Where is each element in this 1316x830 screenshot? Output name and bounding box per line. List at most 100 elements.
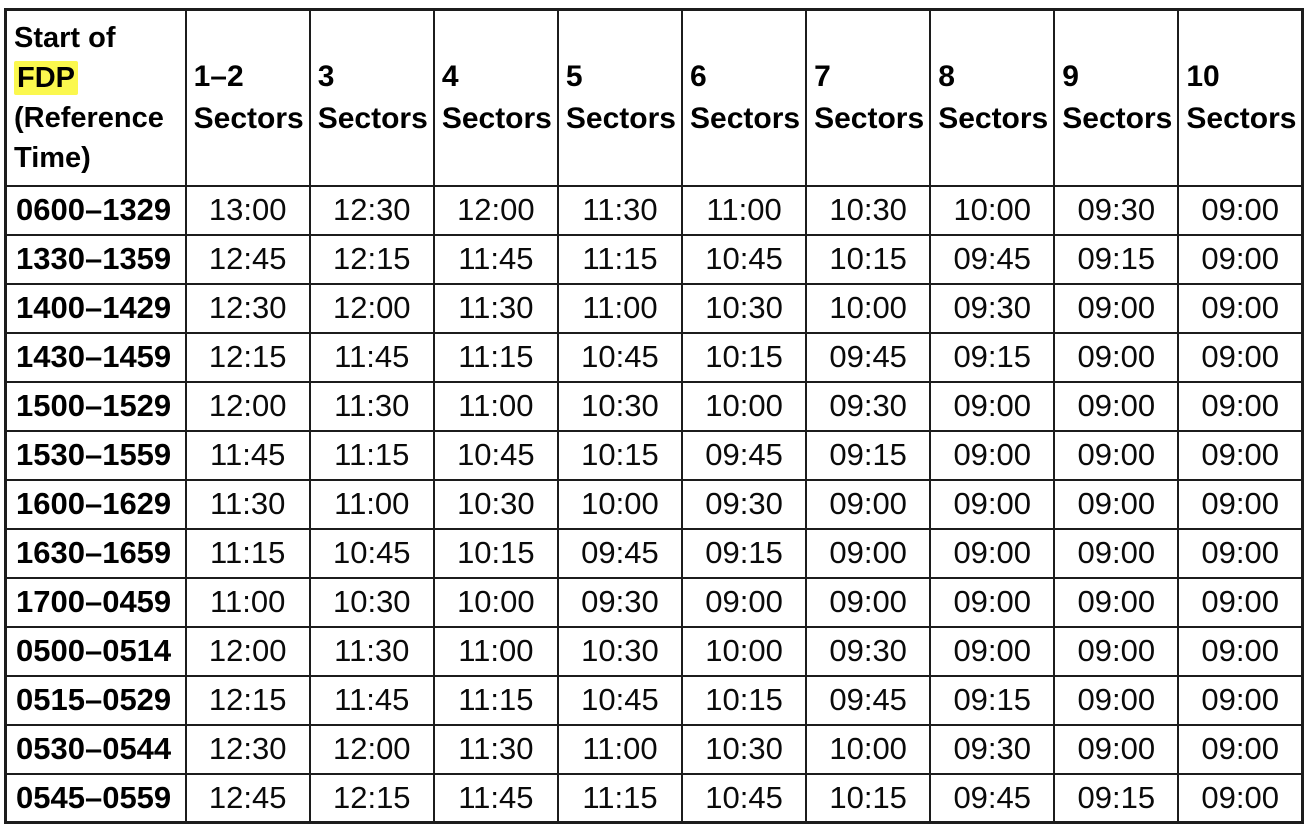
fdp-value-cell: 09:00: [1177, 233, 1304, 285]
fdp-value-cell: 12:00: [184, 625, 311, 677]
fdp-value-cell: 10:15: [680, 331, 808, 383]
fdp-value-cell: 09:00: [929, 576, 1056, 628]
fdp-value-cell: 09:00: [929, 429, 1056, 481]
fdp-value-cell: 12:15: [184, 674, 311, 726]
fdp-value-cell: 11:15: [432, 674, 559, 726]
header-cell-sectors-1-2: 1–2 Sectors: [184, 8, 311, 187]
fdp-value-cell: 11:45: [432, 233, 559, 285]
fdp-value-cell: 10:45: [556, 674, 684, 726]
fdp-value-cell: 12:30: [184, 723, 311, 775]
row-label-reference-time: 0500–0514: [4, 625, 187, 677]
row-label-reference-time: 1700–0459: [4, 576, 187, 628]
fdp-value-cell: 10:30: [680, 723, 808, 775]
fdp-value-cell: 09:30: [805, 380, 932, 432]
row-label-reference-time: 1330–1359: [4, 233, 187, 285]
fdp-value-cell: 11:00: [680, 184, 808, 236]
fdp-value-cell: 11:00: [556, 282, 684, 334]
fdp-value-cell: 09:45: [929, 233, 1056, 285]
header-cell-sectors-9: 9 Sectors: [1053, 8, 1180, 187]
header-cell-sectors-3: 3 Sectors: [308, 8, 435, 187]
row-label-reference-time: 0545–0559: [4, 772, 187, 824]
fdp-value-cell: 10:00: [556, 478, 684, 530]
fdp-value-cell: 09:30: [929, 282, 1056, 334]
fdp-value-cell: 10:15: [680, 674, 808, 726]
fdp-value-cell: 09:00: [680, 576, 808, 628]
fdp-value-cell: 09:00: [1053, 527, 1180, 579]
fdp-value-cell: 11:00: [308, 478, 435, 530]
fdp-value-cell: 09:15: [929, 331, 1056, 383]
fdp-value-cell: 09:00: [1177, 527, 1304, 579]
table-header: Start of FDP (Reference Time) 1–2 Sector…: [4, 8, 1304, 187]
fdp-value-cell: 12:15: [184, 331, 311, 383]
table-row: 0600–1329 13:00 12:30 12:00 11:30 11:00 10:30 1…: [4, 184, 1304, 236]
row-label-reference-time: 0530–0544: [4, 723, 187, 775]
fdp-value-cell: 09:45: [929, 772, 1056, 824]
fdp-value-cell: 09:00: [1177, 429, 1304, 481]
fdp-value-cell: 12:00: [184, 380, 311, 432]
fdp-value-cell: 11:45: [432, 772, 559, 824]
fdp-value-cell: 10:00: [680, 625, 808, 677]
fdp-value-cell: 12:15: [308, 772, 435, 824]
header-cell-sectors-4: 4 Sectors: [432, 8, 559, 187]
fdp-value-cell: 09:00: [929, 478, 1056, 530]
fdp-value-cell: 10:45: [432, 429, 559, 481]
fdp-value-cell: 09:30: [929, 723, 1056, 775]
table-row: 1330–1359 12:45 12:15 11:45 11:15 10:45 10:15 0…: [4, 233, 1304, 285]
fdp-value-cell: 10:00: [432, 576, 559, 628]
fdp-value-cell: 09:00: [1053, 674, 1180, 726]
fdp-value-cell: 11:30: [556, 184, 684, 236]
header-start-prefix: Start of: [14, 21, 116, 54]
row-label-reference-time: 0515–0529: [4, 674, 187, 726]
fdp-value-cell: 10:30: [805, 184, 932, 236]
table-row: 1500–1529 12:00 11:30 11:00 10:30 10:00 09:30 0…: [4, 380, 1304, 432]
fdp-value-cell: 09:00: [1053, 478, 1180, 530]
fdp-value-cell: 10:45: [680, 772, 808, 824]
fdp-limits-table: Start of FDP (Reference Time) 1–2 Sector…: [4, 8, 1304, 824]
fdp-value-cell: 09:00: [929, 380, 1056, 432]
fdp-value-cell: 09:30: [680, 478, 808, 530]
fdp-value-cell: 12:00: [308, 282, 435, 334]
fdp-value-cell: 12:30: [308, 184, 435, 236]
fdp-value-cell: 11:15: [184, 527, 311, 579]
fdp-value-cell: 11:15: [308, 429, 435, 481]
fdp-value-cell: 11:00: [432, 625, 559, 677]
fdp-value-cell: 10:30: [556, 625, 684, 677]
fdp-value-cell: 11:30: [308, 380, 435, 432]
fdp-value-cell: 09:00: [1053, 380, 1180, 432]
row-label-reference-time: 0600–1329: [4, 184, 187, 236]
fdp-value-cell: 09:45: [805, 331, 932, 383]
table-row: 1530–1559 11:45 11:15 10:45 10:15 09:45 09:15 0…: [4, 429, 1304, 481]
fdp-value-cell: 12:15: [308, 233, 435, 285]
fdp-value-cell: 09:30: [805, 625, 932, 677]
fdp-value-cell: 10:45: [308, 527, 435, 579]
fdp-value-cell: 10:15: [432, 527, 559, 579]
fdp-value-cell: 09:00: [805, 527, 932, 579]
fdp-value-cell: 12:00: [308, 723, 435, 775]
fdp-value-cell: 13:00: [184, 184, 311, 236]
fdp-value-cell: 11:15: [432, 331, 559, 383]
fdp-value-cell: 10:00: [680, 380, 808, 432]
fdp-value-cell: 11:15: [556, 772, 684, 824]
table-row: 1430–1459 12:15 11:45 11:15 10:45 10:15 09:45 0…: [4, 331, 1304, 383]
fdp-value-cell: 11:00: [556, 723, 684, 775]
fdp-value-cell: 09:45: [556, 527, 684, 579]
fdp-value-cell: 09:00: [929, 625, 1056, 677]
header-cell-sectors-6: 6 Sectors: [680, 8, 808, 187]
fdp-value-cell: 09:00: [805, 478, 932, 530]
fdp-value-cell: 09:00: [1177, 380, 1304, 432]
table-row: 1400–1429 12:30 12:00 11:30 11:00 10:30 10:00 0…: [4, 282, 1304, 334]
fdp-value-cell: 09:00: [1053, 625, 1180, 677]
fdp-value-cell: 09:00: [1177, 625, 1304, 677]
fdp-value-cell: 10:30: [432, 478, 559, 530]
fdp-value-cell: 09:15: [1053, 233, 1180, 285]
fdp-value-cell: 10:15: [556, 429, 684, 481]
fdp-value-cell: 09:45: [805, 674, 932, 726]
fdp-value-cell: 11:00: [432, 380, 559, 432]
fdp-value-cell: 12:45: [184, 772, 311, 824]
table-row: 1600–1629 11:30 11:00 10:30 10:00 09:30 09:00 0…: [4, 478, 1304, 530]
fdp-value-cell: 10:15: [805, 772, 932, 824]
fdp-value-cell: 09:15: [680, 527, 808, 579]
fdp-value-cell: 09:00: [1177, 576, 1304, 628]
fdp-value-cell: 10:45: [680, 233, 808, 285]
row-label-reference-time: 1600–1629: [4, 478, 187, 530]
